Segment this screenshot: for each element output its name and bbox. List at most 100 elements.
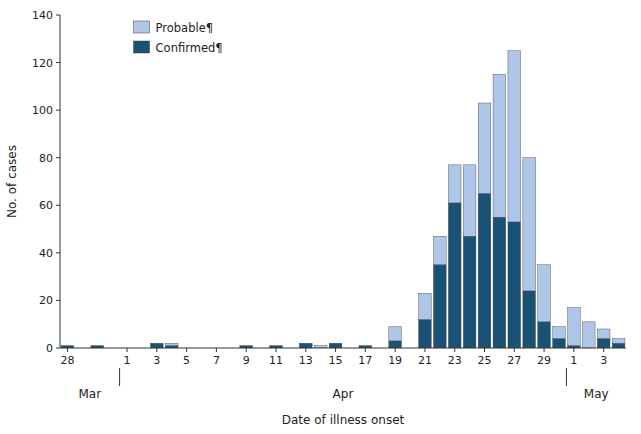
month-label: Mar [78,387,101,401]
x-tick-label: 7 [213,354,220,367]
legend-swatch [134,41,150,53]
bar [165,343,178,345]
x-tick-label: 1 [124,354,131,367]
bar [612,338,625,343]
y-tick-label: 120 [32,57,53,70]
bar [553,327,566,339]
y-tick-label: 100 [32,104,53,117]
bar [359,345,372,346]
x-tick-label: 27 [507,354,521,367]
bar [329,343,342,348]
x-tick [544,348,545,352]
bar [389,327,402,341]
legend-label: Confirmed¶ [156,41,223,55]
x-tick [275,348,276,352]
x-tick-label: 29 [537,354,551,367]
x-axis-label: Date of illness onset [282,413,405,427]
y-tick [56,62,60,63]
y-tick [56,252,60,253]
y-tick [56,110,60,111]
bar [538,322,551,348]
bar [270,345,283,346]
x-tick-label: 21 [418,354,432,367]
x-tick-label: 23 [448,354,462,367]
y-tick-label: 80 [39,152,53,165]
x-tick-label: 28 [60,354,74,367]
x-tick-label: 15 [329,354,343,367]
x-tick [156,348,157,352]
bar [568,308,581,346]
bar [493,217,506,348]
x-tick-label: 11 [269,354,283,367]
x-tick-label: 13 [299,354,313,367]
y-axis [60,15,61,348]
bar [329,343,342,344]
bar [150,343,163,348]
x-tick [484,348,485,352]
month-separator [566,368,567,386]
y-tick-label: 0 [46,342,53,355]
x-tick [246,348,247,352]
x-tick-label: 9 [243,354,250,367]
x-tick-label: 19 [388,354,402,367]
y-tick [56,348,60,349]
x-tick-label: 3 [600,354,607,367]
x-tick [335,348,336,352]
x-tick-label: 1 [570,354,577,367]
bar [419,319,432,348]
x-tick [127,348,128,352]
x-tick [454,348,455,352]
y-tick [56,157,60,158]
y-tick [56,205,60,206]
bar [597,329,610,339]
bar [433,265,446,348]
bar [582,322,595,348]
x-tick [424,348,425,352]
bar [538,265,551,322]
legend: Probable¶ Confirmed¶ [134,21,223,55]
x-tick [216,348,217,352]
x-axis [60,348,626,349]
bar [493,74,506,217]
legend-label: Probable¶ [156,21,213,35]
y-tick-label: 20 [39,294,53,307]
y-tick [56,15,60,16]
bar [612,343,625,348]
y-tick-label: 60 [39,199,53,212]
month-separator [119,368,120,386]
bar [61,345,74,346]
bar [433,236,446,265]
bar [523,291,536,348]
bar [448,165,461,203]
month-label: May [584,387,609,401]
bar [419,293,432,319]
bar [299,343,312,344]
x-tick [365,348,366,352]
bar [478,193,491,348]
month-label: Apr [333,387,354,401]
bar [508,51,521,222]
x-tick-label: 5 [183,354,190,367]
x-tick [67,348,68,352]
bar [150,343,163,344]
x-tick-label: 17 [358,354,372,367]
x-tick [186,348,187,352]
bar [508,222,521,348]
bar [240,345,253,346]
bar [448,203,461,348]
chart: 0204060801001201402813579111315171921232… [0,0,641,434]
bar [478,103,491,193]
legend-swatch [134,21,150,33]
x-tick [603,348,604,352]
bar [299,343,312,348]
y-tick-label: 40 [39,247,53,260]
bars [61,51,625,348]
y-tick-label: 140 [32,9,53,22]
bar [523,158,536,291]
x-tick [573,348,574,352]
x-tick-label: 3 [153,354,160,367]
bar [553,338,566,348]
bar [463,165,476,236]
y-tick [56,300,60,301]
bar [463,236,476,348]
